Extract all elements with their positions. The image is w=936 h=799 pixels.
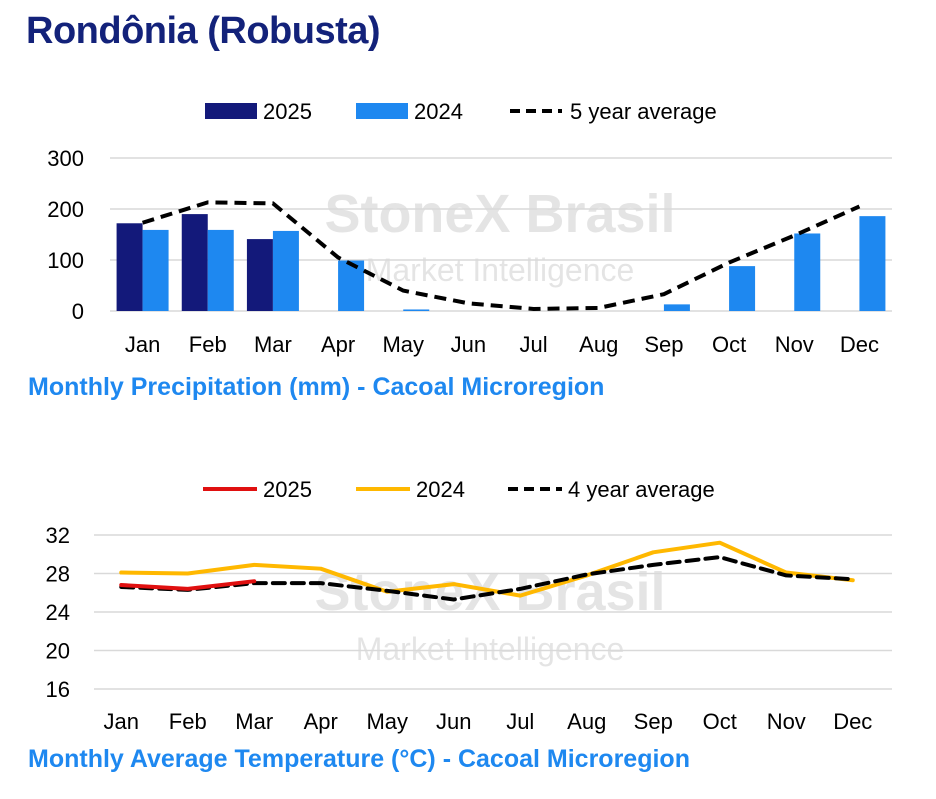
bar-2024 xyxy=(794,233,821,311)
x-tick-label: Oct xyxy=(712,332,746,357)
y-tick-label: 200 xyxy=(47,197,84,222)
x-tick-label: Dec xyxy=(840,332,879,357)
x-tick-label: Dec xyxy=(833,709,872,734)
x-tick-label: Jul xyxy=(506,709,534,734)
y-tick-label: 20 xyxy=(46,639,70,664)
bar-2024 xyxy=(403,309,430,311)
y-tick-label: 16 xyxy=(46,677,70,702)
x-tick-label: Jul xyxy=(520,332,548,357)
x-tick-label: Sep xyxy=(634,709,673,734)
page-title: Rondônia (Robusta) xyxy=(26,10,381,52)
bar-2025 xyxy=(116,223,143,311)
x-tick-label: Nov xyxy=(767,709,806,734)
x-tick-label: Jan xyxy=(104,709,139,734)
chart-legend: 2025 2024 4 year average xyxy=(203,477,715,502)
x-tick-label: Sep xyxy=(644,332,683,357)
y-tick-label: 28 xyxy=(46,562,70,587)
x-tick-label: Apr xyxy=(304,709,338,734)
series-line-2025 xyxy=(119,579,257,591)
legend-label-2025: 2025 xyxy=(263,477,312,502)
bar-2024 xyxy=(272,230,299,311)
series-line-five-year-average xyxy=(141,200,861,311)
legend-label-5-year-average: 5 year average xyxy=(570,99,717,124)
x-tick-label: Mar xyxy=(235,709,273,734)
x-tick-label: Aug xyxy=(567,709,606,734)
y-tick-label: 32 xyxy=(46,523,70,548)
bar-2024 xyxy=(142,229,169,311)
y-tick-label: 100 xyxy=(47,248,84,273)
y-tick-label: 24 xyxy=(46,600,70,625)
bar-2024 xyxy=(338,260,365,311)
x-tick-label: Feb xyxy=(189,332,227,357)
temperature-chart-caption: Monthly Average Temperature (°C) - Cacoa… xyxy=(28,745,690,773)
x-tick-label: Nov xyxy=(775,332,814,357)
x-tick-label: Jan xyxy=(125,332,160,357)
legend-label-2024: 2024 xyxy=(416,477,465,502)
x-tick-label: Jun xyxy=(436,709,471,734)
watermark-brand: StoneX Brasil xyxy=(324,184,675,244)
bar-2024 xyxy=(663,304,690,311)
x-tick-label: Jun xyxy=(451,332,486,357)
watermark-subtitle: Market Intelligence xyxy=(366,252,635,288)
x-tick-label: Oct xyxy=(703,709,737,734)
legend-label-2025: 2025 xyxy=(263,99,312,124)
x-tick-label: Feb xyxy=(169,709,207,734)
x-tick-label: Apr xyxy=(321,332,355,357)
legend-label-4-year-average: 4 year average xyxy=(568,477,715,502)
bar-2024 xyxy=(729,266,756,311)
bar-2025 xyxy=(246,239,273,311)
legend-swatch-2024 xyxy=(356,103,408,119)
chart-legend: 2025 2024 5 year average xyxy=(205,99,717,124)
x-tick-label: May xyxy=(382,332,424,357)
precipitation-chart: StoneX Brasil Market Intelligence 0 100 200 3… xyxy=(47,99,892,357)
x-tick-label: May xyxy=(366,709,408,734)
watermark: StoneX Brasil Market Intelligence xyxy=(324,184,675,288)
x-tick-label: Mar xyxy=(254,332,292,357)
y-tick-label: 0 xyxy=(72,299,84,324)
bar-2024 xyxy=(859,216,886,311)
x-tick-label: Aug xyxy=(579,332,618,357)
precipitation-chart-caption: Monthly Precipitation (mm) - Cacoal Micr… xyxy=(28,373,605,401)
legend-label-2024: 2024 xyxy=(414,99,463,124)
bar-2025 xyxy=(181,214,208,311)
y-tick-label: 300 xyxy=(47,146,84,171)
bar-2024 xyxy=(207,229,234,311)
series-line-2024 xyxy=(119,540,855,598)
watermark-subtitle: Market Intelligence xyxy=(356,631,625,667)
legend-swatch-2025 xyxy=(205,103,257,119)
